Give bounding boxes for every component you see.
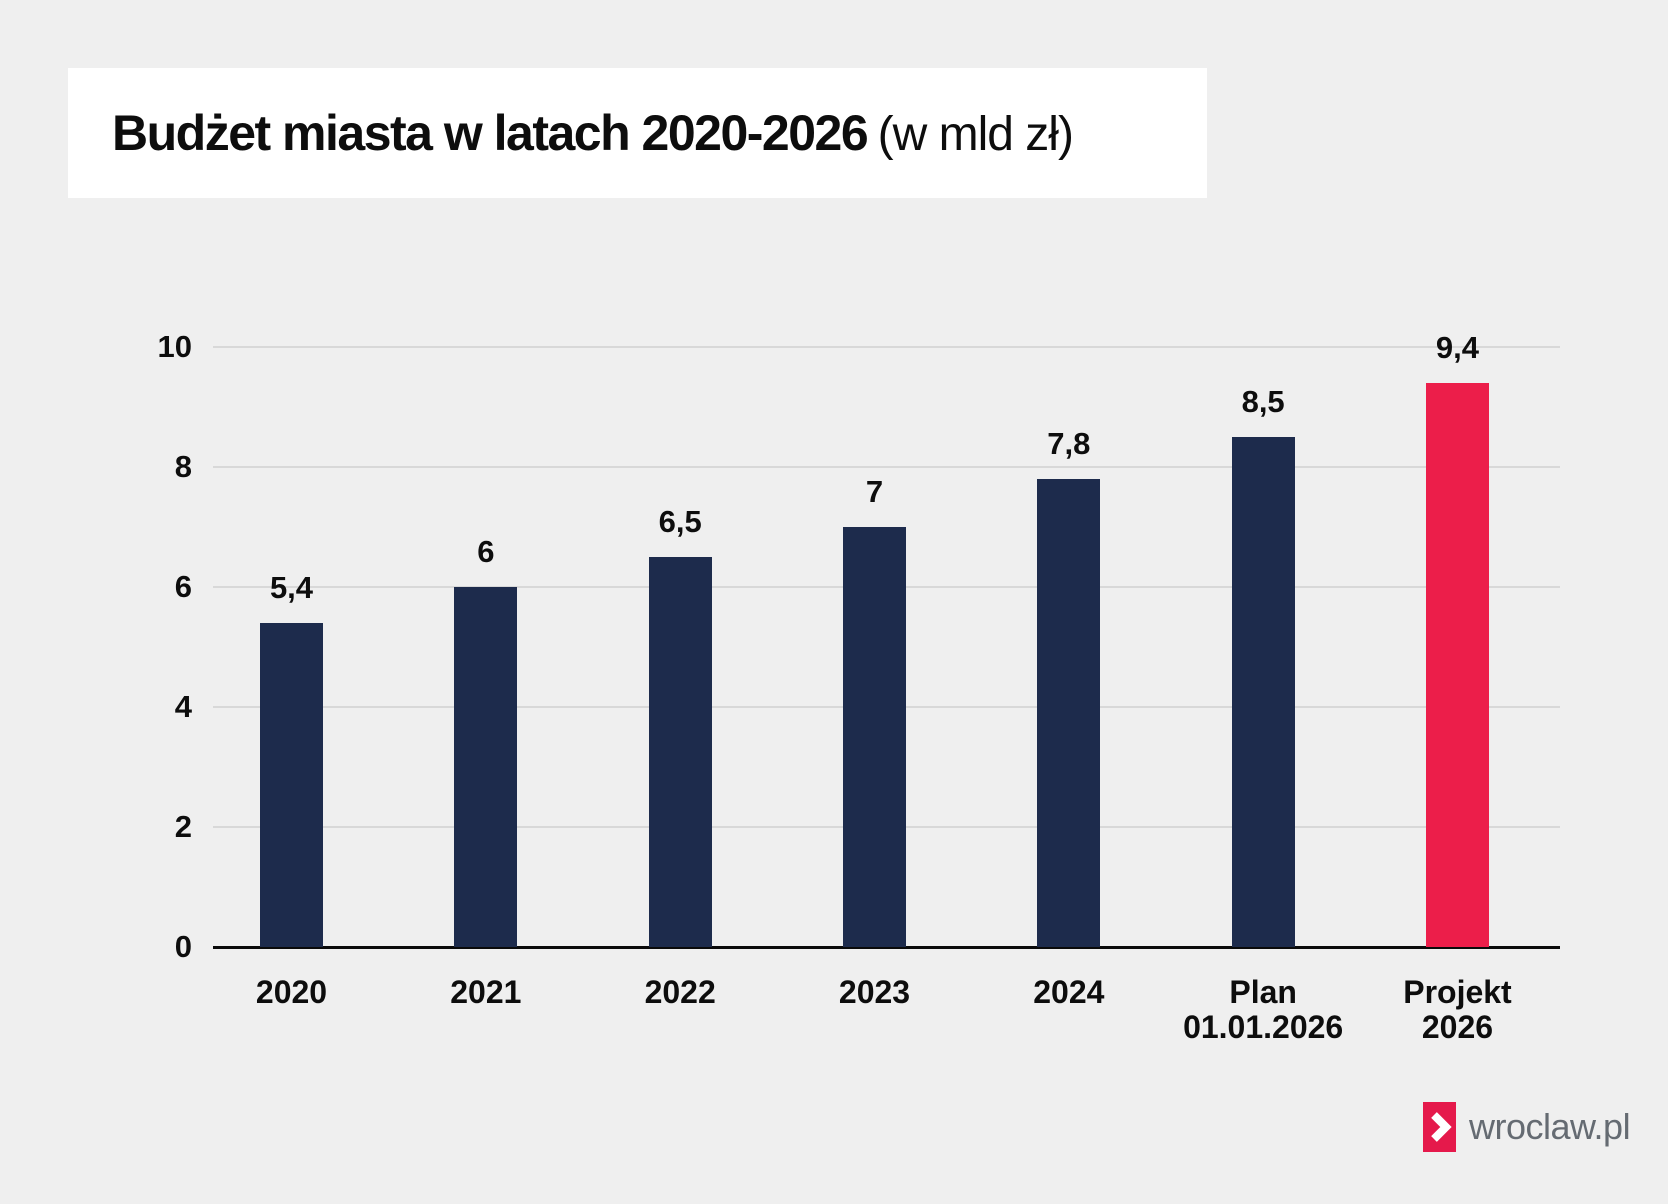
bar-value-label: 9,4 xyxy=(1435,330,1480,365)
bar-value-label: 8,5 xyxy=(1241,384,1285,419)
y-axis-tick-label: 0 xyxy=(174,929,192,964)
title-box: Budżet miasta w latach 2020-2026 (w mld … xyxy=(68,68,1207,198)
bar xyxy=(454,587,518,947)
x-axis-label: 2023 xyxy=(838,974,911,1010)
y-axis-tick-label: 10 xyxy=(157,329,192,364)
bar-value-label: 6 xyxy=(477,534,495,569)
chart-title: Budżet miasta w latach 2020-2026 xyxy=(112,105,869,161)
x-axis-label: 2024 xyxy=(1033,974,1105,1010)
bar xyxy=(1425,383,1489,947)
grid-line xyxy=(213,466,1560,468)
wroclaw-logo-text: wroclaw.pl xyxy=(1469,1106,1631,1147)
x-axis-line xyxy=(213,946,1560,949)
bar xyxy=(1037,479,1101,947)
page-title: Budżet miasta w latach 2020-2026 (w mld … xyxy=(112,104,1074,162)
x-axis-label: Projekt 2026 xyxy=(1403,974,1512,1045)
y-axis-tick-label: 8 xyxy=(174,449,192,484)
bar xyxy=(648,557,712,947)
bar-value-label: 7 xyxy=(865,474,884,509)
wroclaw-logo-mark xyxy=(1423,1102,1456,1152)
bar xyxy=(842,527,906,947)
y-axis-tick-label: 2 xyxy=(174,809,192,844)
bar-value-label: 7,8 xyxy=(1047,426,1091,461)
y-axis-tick-label: 4 xyxy=(174,689,192,724)
x-axis-label: 2022 xyxy=(644,974,716,1010)
grid-line xyxy=(213,346,1560,348)
x-axis-label: 2021 xyxy=(450,974,522,1010)
chart-title-unit: (w mld zł) xyxy=(877,108,1074,161)
y-axis-tick-label: 6 xyxy=(174,569,192,604)
bar xyxy=(1231,437,1295,947)
x-axis-label: 2020 xyxy=(255,974,328,1010)
bar xyxy=(260,623,323,947)
chevron-right-icon xyxy=(1431,1112,1452,1142)
bar-value-label: 5,4 xyxy=(269,570,314,605)
wroclaw-logo: wroclaw.pl xyxy=(1423,1102,1631,1152)
bar-value-label: 6,5 xyxy=(658,504,702,539)
x-axis-label: Plan 01.01.2026 xyxy=(1183,974,1344,1045)
